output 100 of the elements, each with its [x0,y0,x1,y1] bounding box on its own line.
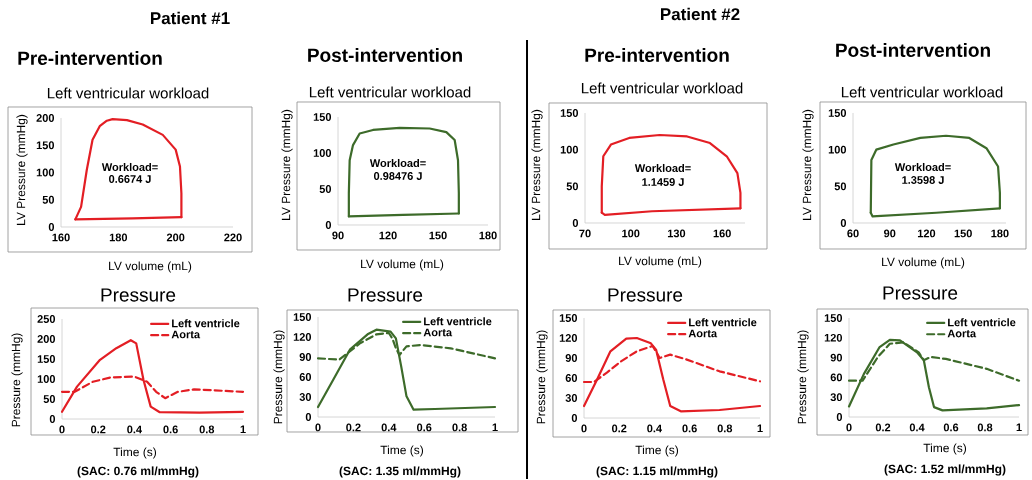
legend-label: Left ventricle [689,318,757,327]
x-axis-title: LV volume (mL) [361,259,444,271]
x-tick-label: 0.8 [452,423,467,432]
y-tick-label: 150 [36,141,55,150]
y-tick-label: 100 [313,149,332,157]
x-axis-title: Time (s) [923,443,967,455]
y-tick-label: 250 [37,315,56,323]
legend-label: Aorta [947,329,977,338]
legend-label: Aorta [423,328,453,337]
y-tick-label: 100 [37,375,56,383]
x-tick-label: 180 [479,231,497,240]
text: (SAC: 1.15 ml/mmHg) [596,466,718,478]
chart-subtitle: Left ventricular workload [581,82,743,94]
x-tick-label: 0.6 [163,425,178,434]
y-axis-title: Pressure (mmHg) [797,330,809,424]
x-tick-label: 70 [579,229,591,238]
x-axis-title: LV volume (mL) [882,257,965,269]
x-tick-label: 220 [224,233,242,242]
y-tick-label: 30 [830,393,843,402]
y-tick-label: 0 [305,413,312,421]
x-tick-label: 120 [379,231,397,240]
y-tick-label: 0 [48,223,55,231]
x-tick-label: 180 [109,233,128,242]
text: (SAC: 0.76 ml/mmHg) [77,466,199,478]
y-tick-label: 50 [566,182,579,191]
y-tick-label: 90 [830,353,843,362]
x-tick-label: 90 [883,229,896,238]
y-tick-label: 150 [828,109,847,117]
y-tick-label: 50 [43,395,56,403]
x-tick-label: 60 [847,229,859,238]
text: (SAC: 1.52 ml/mmHg) [884,464,1006,476]
y-tick-label: 0 [572,219,579,227]
y-tick-label: 50 [319,185,332,193]
y-tick-label: 150 [37,355,56,363]
legend-label: Left ventricle [948,318,1016,327]
annotation: Workload= [894,162,951,172]
y-tick-label: 0 [49,415,56,423]
x-tick-label: 1 [757,424,763,433]
y-tick-label: 50 [42,195,55,204]
x-tick-label: 0.4 [381,423,397,432]
y-tick-label: 30 [565,394,578,402]
x-tick-label: 0.4 [647,424,662,433]
y-tick-label: 150 [824,314,843,322]
y-axis-title: LV Pressure (mmHg) [16,114,28,225]
chart-title: Post-intervention [308,48,462,62]
y-tick-label: 0 [325,221,332,229]
x-tick-label: 0.8 [977,423,993,432]
x-tick-label: 0.6 [682,424,697,433]
x-tick-label: 160 [713,229,731,238]
chart-title: Pre-intervention [585,48,729,62]
y-axis-title: Pressure (mmHg) [536,330,548,424]
x-tick-label: 0.8 [717,424,733,433]
x-tick-label: 160 [52,233,70,242]
annotation: Workload= [634,163,691,173]
x-axis-title: Time (s) [380,445,424,457]
y-tick-label: 200 [36,114,55,122]
y-tick-label: 90 [299,353,312,361]
x-tick-label: 1 [1016,423,1022,432]
chart-subtitle: Left ventricular workload [47,87,209,99]
x-tick-label: 120 [917,229,936,238]
x-tick-label: 0.2 [875,423,891,432]
chart-title: Pressure [608,288,683,302]
x-tick-label: 0.6 [417,423,432,432]
x-tick-label: 180 [991,229,1009,238]
chart-title: Pressure [101,288,176,302]
y-tick-label: 0 [571,414,578,422]
x-tick-label: 1 [492,423,498,432]
y-tick-label: 100 [560,145,579,154]
legend-label: Left ventricle [172,319,240,328]
y-tick-label: 150 [560,109,579,117]
x-tick-label: 1 [240,425,246,434]
x-tick-label: 0.2 [612,424,627,433]
text: (SAC: 1.35 ml/mmHg) [339,466,461,478]
y-tick-label: 200 [37,335,56,343]
y-tick-label: 60 [830,373,843,382]
x-tick-label: 0.4 [909,423,925,432]
y-axis-title: Pressure (mmHg) [11,333,23,427]
y-tick-label: 100 [828,145,847,154]
chart-subtitle: Left ventricular workload [841,86,1003,98]
y-tick-label: 60 [565,374,578,382]
annotation: 1.3598 J [902,176,944,184]
y-tick-label: 0 [840,219,847,227]
annotation: 0.6674 J [109,175,151,183]
x-axis-title: LV volume (mL) [109,261,192,273]
y-axis-title: LV Pressure (mmHg) [281,109,293,220]
x-tick-label: 0.2 [91,425,106,434]
y-tick-label: 90 [565,354,578,362]
y-tick-label: 120 [293,333,312,341]
y-tick-label: 150 [313,113,332,121]
annotation: 1.1459 J [642,178,684,186]
text: Patient #2 [661,7,740,21]
y-tick-label: 150 [559,314,578,322]
x-tick-label: 0 [581,424,587,433]
x-tick-label: 90 [332,231,344,240]
chart-subtitle: Left ventricular workload [309,86,471,98]
y-axis-title: Pressure (mmHg) [273,330,285,424]
x-axis-title: Time (s) [113,447,157,459]
legend-label: Left ventricle [424,317,492,326]
x-tick-label: 0.2 [346,423,361,432]
text: Patient #1 [151,11,230,25]
